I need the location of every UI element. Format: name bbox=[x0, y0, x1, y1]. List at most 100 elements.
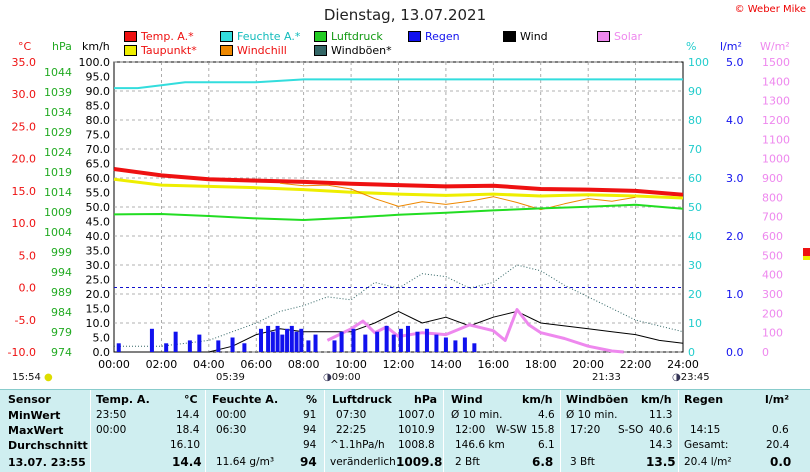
legend-label: Windböen* bbox=[331, 44, 392, 57]
temp-axis-tick: 5.0 bbox=[19, 249, 37, 262]
chart-title: Dienstag, 13.07.2021 bbox=[323, 6, 487, 24]
wind-axis-tick: 70.0 bbox=[86, 143, 111, 156]
stats-gusts-bft: 3 Bft bbox=[570, 456, 595, 468]
solar-axis-tick: 1200 bbox=[762, 114, 790, 127]
humidity-axis-tick: 60 bbox=[688, 172, 702, 185]
stats-pressure-min-time: 07:30 bbox=[336, 409, 367, 421]
stats-humidity-abs: 11.64 g/m³ bbox=[216, 456, 275, 468]
moonset-label: 15:54 ● bbox=[12, 372, 53, 383]
moon2-label: ◑23:45 bbox=[672, 372, 710, 383]
series-line-feuchte-a bbox=[114, 78, 683, 90]
stats-humidity-header: Feuchte A. bbox=[212, 393, 279, 406]
temp-axis-tick: 30.0 bbox=[12, 88, 37, 101]
stats-wind-bft: 2 Bft bbox=[455, 456, 480, 468]
stats-table: Sensor MinWert MaxWert Durchschnitt 13.0… bbox=[0, 389, 810, 472]
stats-wind-header: Wind bbox=[451, 393, 483, 406]
x-tick-label: 00:00 bbox=[98, 358, 130, 371]
stats-pressure-current: 1009.8 bbox=[396, 455, 443, 469]
rain-bar bbox=[351, 328, 356, 352]
pressure-axis-tick: 1004 bbox=[44, 226, 72, 239]
stats-pressure-trend: ^1.1hPa/h bbox=[330, 439, 385, 451]
stats-pressure-max: 1010.9 bbox=[398, 424, 435, 436]
moonrise-time: 09:00 bbox=[331, 372, 361, 383]
humidity-axis-tick: 80 bbox=[688, 114, 702, 127]
stats-pressure-header: Luftdruck bbox=[332, 393, 392, 406]
solar-axis-tick: 400 bbox=[762, 269, 783, 282]
wind-axis-tick: 5.0 bbox=[93, 332, 111, 345]
solar-axis-tick: 700 bbox=[762, 211, 783, 224]
rain-bar bbox=[187, 340, 192, 352]
wind-axis-tick: 80.0 bbox=[86, 114, 111, 127]
wind-axis-tick: 65.0 bbox=[86, 158, 111, 171]
stats-wind-avg10: 4.6 bbox=[538, 409, 555, 421]
legend-swatch bbox=[408, 31, 421, 42]
wind-axis-tick: 0.0 bbox=[93, 346, 111, 359]
stats-temp-min-time: 23:50 bbox=[96, 409, 127, 421]
stats-gusts-max-time: 17:20 bbox=[570, 424, 601, 436]
series-line-taupunkt bbox=[113, 177, 684, 200]
rain-bar bbox=[472, 343, 477, 352]
legend-swatch bbox=[503, 31, 516, 42]
solar-axis-tick: 600 bbox=[762, 230, 783, 243]
divider bbox=[205, 390, 206, 472]
divider bbox=[678, 390, 679, 472]
temp-axis-tick: -5.0 bbox=[15, 314, 36, 327]
solar-axis-tick: 1100 bbox=[762, 133, 790, 146]
humidity-axis-tick: 70 bbox=[688, 143, 702, 156]
rain-bar bbox=[258, 328, 263, 352]
legend-label: Taupunkt* bbox=[141, 44, 197, 57]
rain-bar bbox=[405, 325, 410, 352]
sunset-time: 21:33 bbox=[592, 372, 621, 383]
moon-icon: ◑ bbox=[672, 372, 681, 383]
stats-gusts-avg-label: Ø 10 min. bbox=[566, 409, 618, 421]
rain-bar bbox=[375, 331, 380, 352]
legend-item-pressure: Luftdruck bbox=[314, 30, 383, 43]
legend-label: Temp. A.* bbox=[141, 30, 194, 43]
pressure-axis-tick: 1014 bbox=[44, 186, 72, 199]
x-tick-label: 12:00 bbox=[383, 358, 415, 371]
wind-axis-tick: 25.0 bbox=[86, 274, 111, 287]
pressure-axis-tick: 989 bbox=[51, 286, 72, 299]
solar-unit-label: W/m² bbox=[760, 40, 790, 53]
solar-axis-tick: 800 bbox=[762, 191, 783, 204]
legend-label: Regen bbox=[425, 30, 460, 43]
solar-axis-tick: 1400 bbox=[762, 75, 790, 88]
x-tick-label: 08:00 bbox=[288, 358, 320, 371]
stats-humidity-avg: 94 bbox=[303, 439, 317, 451]
wind-unit-label: km/h bbox=[82, 40, 110, 53]
pressure-axis-tick: 1029 bbox=[44, 126, 72, 139]
wind-axis-tick: 90.0 bbox=[86, 85, 111, 98]
rain-axis-tick: 5.0 bbox=[726, 56, 744, 69]
x-tick-label: 02:00 bbox=[146, 358, 178, 371]
series-line-windchill bbox=[279, 182, 636, 211]
wind-axis-tick: 55.0 bbox=[86, 187, 111, 200]
temp-axis-tick: 10.0 bbox=[12, 217, 37, 230]
rain-bar bbox=[270, 331, 275, 352]
legend-swatch bbox=[597, 31, 610, 42]
legend-item-temp: Temp. A.* bbox=[124, 30, 194, 43]
temp-axis-tick: 0.0 bbox=[19, 282, 37, 295]
stats-row-label: MinWert bbox=[8, 409, 61, 422]
legend-swatch bbox=[314, 45, 327, 56]
stats-sensor-header: Sensor bbox=[8, 393, 51, 406]
humidity-axis-tick: 50 bbox=[688, 201, 702, 214]
pressure-axis-tick: 1009 bbox=[44, 206, 72, 219]
solar-axis-tick: 0 bbox=[762, 346, 769, 359]
humidity-axis-tick: 40 bbox=[688, 230, 702, 243]
legend-swatch bbox=[124, 31, 137, 42]
stats-pressure-avg: 1008.8 bbox=[398, 439, 435, 451]
rain-bar bbox=[313, 334, 318, 352]
series-line-solar bbox=[326, 308, 624, 354]
x-tick-label: 24:00 bbox=[667, 358, 699, 371]
rain-bar bbox=[391, 334, 396, 352]
stats-gusts-current: 13.5 bbox=[646, 455, 676, 469]
pressure-axis-tick: 1044 bbox=[44, 66, 72, 79]
rain-bar bbox=[173, 331, 178, 352]
wind-axis-tick: 100.0 bbox=[79, 56, 111, 69]
series-line-windb-en bbox=[114, 264, 684, 347]
x-tick-label: 22:00 bbox=[620, 358, 652, 371]
wind-axis-tick: 30.0 bbox=[86, 259, 111, 272]
chart-area: 00:00 02:00 04:00 06:00 08:00 10:00 12:00 14:00… bbox=[8, 40, 810, 371]
rain-axis-tick: 2.0 bbox=[726, 230, 744, 243]
solar-axis-tick: 1000 bbox=[762, 153, 790, 166]
